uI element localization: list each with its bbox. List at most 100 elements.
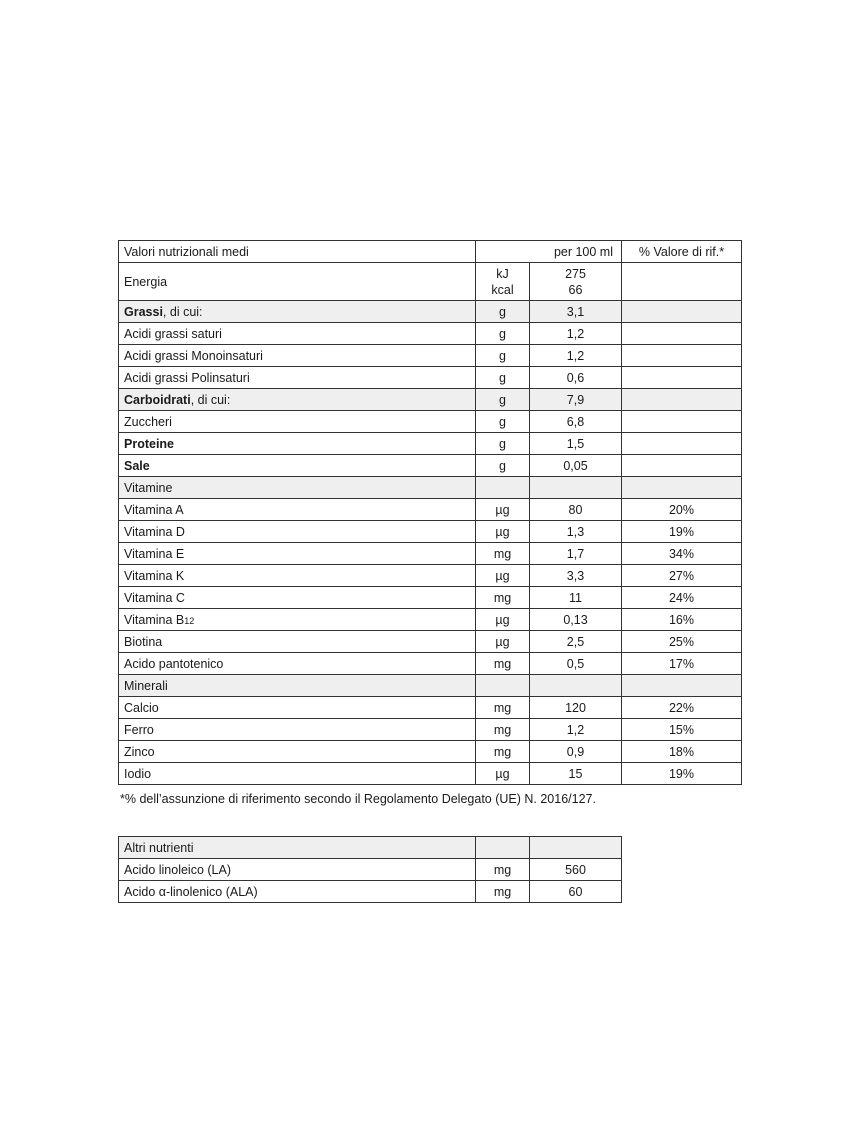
unit-cell: g: [475, 454, 530, 477]
ref-percent-cell: [621, 344, 742, 367]
ref-percent-cell: 19%: [621, 520, 742, 543]
nutrient-label: Zinco: [118, 740, 476, 763]
unit-cell: g: [475, 322, 530, 345]
nutrient-label: Grassi, di cui:: [118, 300, 476, 323]
energy-ref: [621, 262, 742, 301]
ref-percent-cell: [621, 674, 742, 697]
energy-row: Energia kJ kcal 275 66: [118, 262, 742, 301]
table-row: Vitamina E mg 1,7 34%: [118, 542, 742, 565]
value-cell: 0,5: [529, 652, 622, 675]
ref-percent-cell: 18%: [621, 740, 742, 763]
value-cell: 2,5: [529, 630, 622, 653]
table-row: Acidi grassi Monoinsaturi g 1,2: [118, 344, 742, 367]
nutrient-bold-label: Grassi: [124, 304, 163, 319]
value-cell: [529, 674, 622, 697]
ref-percent-cell: 22%: [621, 696, 742, 719]
nutrient-label-text: Minerali: [124, 678, 168, 693]
energy-label: Energia: [118, 262, 476, 301]
value-cell: 1,7: [529, 542, 622, 565]
nutrient-label-text: Vitamine: [124, 480, 173, 495]
unit-cell: g: [475, 432, 530, 455]
nutrient-label-text: Vitamina D: [124, 524, 185, 539]
table-row: Vitamina C mg 11 24%: [118, 586, 742, 609]
nutrient-label-text: Acidi grassi saturi: [124, 326, 222, 341]
value-cell: [529, 476, 622, 499]
nutrient-label: Proteine: [118, 432, 476, 455]
nutrient-label: Acido α-linolenico (ALA): [118, 880, 476, 903]
table-row: Acidi grassi Polinsaturi g 0,6: [118, 366, 742, 389]
table-row: Ferro mg 1,2 15%: [118, 718, 742, 741]
unit-cell: mg: [475, 740, 530, 763]
value-kcal: 66: [568, 282, 583, 297]
nutrient-label-text: Zuccheri: [124, 414, 172, 429]
value-cell: 1,2: [529, 344, 622, 367]
nutrient-label-text: Iodio: [124, 766, 152, 781]
value-cell: 0,05: [529, 454, 622, 477]
table-row: Iodio µg 15 19%: [118, 762, 742, 785]
unit-cell: µg: [475, 564, 530, 587]
ref-percent-cell: 27%: [621, 564, 742, 587]
nutrient-label: Calcio: [118, 696, 476, 719]
value-cell: 120: [529, 696, 622, 719]
ref-percent-cell: 19%: [621, 762, 742, 785]
nutrient-label-text: Vitamina B: [124, 612, 185, 627]
nutrient-label-text: Vitamina K: [124, 568, 185, 583]
unit-cell: g: [475, 410, 530, 433]
table-row: Calcio mg 120 22%: [118, 696, 742, 719]
value-cell: 0,13: [529, 608, 622, 631]
ref-percent-cell: 15%: [621, 718, 742, 741]
nutrient-label-text: Acidi grassi Monoinsaturi: [124, 348, 263, 363]
nutrient-bold-label: Proteine: [124, 436, 175, 451]
unit-cell: µg: [475, 520, 530, 543]
footnote: *% dell’assunzione di riferimento second…: [120, 792, 596, 806]
table-row: Vitamina B12 µg 0,13 16%: [118, 608, 742, 631]
value-cell: 7,9: [529, 388, 622, 411]
nutrient-label-text: Vitamina A: [124, 502, 184, 517]
unit-cell: µg: [475, 762, 530, 785]
nutrient-label: Iodio: [118, 762, 476, 785]
table-row: Grassi, di cui: g 3,1: [118, 300, 742, 323]
subscript: 12: [184, 615, 195, 626]
nutrient-label-text: Biotina: [124, 634, 163, 649]
ref-percent-cell: 16%: [621, 608, 742, 631]
value-cell: 0,9: [529, 740, 622, 763]
table-row: Biotina µg 2,5 25%: [118, 630, 742, 653]
nutrient-label: Vitamina E: [118, 542, 476, 565]
value-cell: 1,3: [529, 520, 622, 543]
nutrient-label: Zuccheri: [118, 410, 476, 433]
unit-cell: [475, 674, 530, 697]
table-row: Vitamine: [118, 476, 742, 499]
unit-cell: mg: [475, 718, 530, 741]
ref-percent-cell: 24%: [621, 586, 742, 609]
nutrient-label-text: , di cui:: [190, 392, 231, 407]
value-cell: 15: [529, 762, 622, 785]
unit-cell: g: [475, 366, 530, 389]
table-row: Carboidrati, di cui: g 7,9: [118, 388, 742, 411]
nutrient-label-text: Calcio: [124, 700, 159, 715]
unit-cell: g: [475, 388, 530, 411]
value-kj: 275: [565, 266, 586, 281]
nutrient-label-text: Zinco: [124, 744, 155, 759]
unit-cell: µg: [475, 498, 530, 521]
table-row: Vitamina D µg 1,3 19%: [118, 520, 742, 543]
value-cell: 1,5: [529, 432, 622, 455]
nutrient-label: Vitamine: [118, 476, 476, 499]
nutrient-label: Acido pantotenico: [118, 652, 476, 675]
unit-cell: g: [475, 300, 530, 323]
value-cell: 1,2: [529, 322, 622, 345]
ref-percent-cell: [621, 454, 742, 477]
nutrient-label-text: , di cui:: [162, 304, 203, 319]
unit-cell: mg: [475, 858, 530, 881]
table-row: Acido linoleico (LA) mg 560: [118, 858, 622, 881]
energy-values: 275 66: [529, 262, 622, 301]
ref-percent-cell: [621, 388, 742, 411]
nutrient-label-text: Vitamina C: [124, 590, 185, 605]
value-cell: 3,3: [529, 564, 622, 587]
value-cell: 1,2: [529, 718, 622, 741]
nutrient-label: Acido linoleico (LA): [118, 858, 476, 881]
unit-cell: µg: [475, 608, 530, 631]
header-ref-value: % Valore di rif.*: [621, 240, 742, 263]
unit-cell: [475, 476, 530, 499]
nutrient-label: Vitamina B12: [118, 608, 476, 631]
nutrient-label-text: Acidi grassi Polinsaturi: [124, 370, 250, 385]
